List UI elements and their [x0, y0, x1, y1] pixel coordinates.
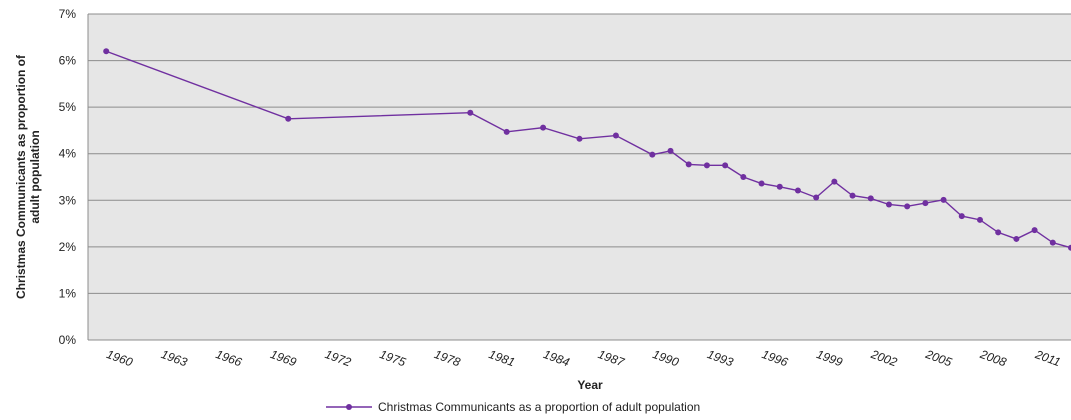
y-axis-title-line: Christmas Communicants as proportion of — [14, 54, 28, 299]
data-point — [976, 216, 983, 223]
data-point — [958, 213, 965, 220]
data-point — [813, 194, 820, 201]
x-axis-title: Year — [577, 378, 603, 392]
x-tick-label: 1999 — [815, 347, 845, 369]
data-point — [540, 124, 547, 131]
x-tick-label: 2011 — [1032, 347, 1062, 369]
x-tick-label: 1993 — [705, 347, 735, 369]
data-point — [849, 192, 856, 199]
x-tick-label: 1960 — [105, 347, 135, 369]
y-tick-label: 5% — [59, 100, 77, 114]
y-axis-title-line: adult population — [28, 130, 42, 223]
data-point — [103, 48, 110, 55]
x-tick-label: 1963 — [159, 347, 189, 369]
x-tick-label: 1996 — [760, 347, 790, 369]
x-tick-label: 2008 — [977, 347, 1008, 370]
data-point — [285, 115, 292, 122]
y-tick-label: 2% — [59, 240, 77, 254]
data-point — [503, 128, 510, 135]
y-tick-label: 3% — [59, 193, 77, 207]
data-point — [776, 183, 783, 190]
x-tick-label: 1969 — [268, 347, 298, 369]
data-point — [649, 151, 656, 158]
legend-marker-swatch — [346, 404, 352, 410]
x-tick-label: 1987 — [596, 347, 627, 370]
y-axis-title: Christmas Communicants as proportion ofa… — [14, 54, 42, 299]
y-tick-label: 0% — [59, 333, 77, 347]
series-group — [103, 48, 1071, 251]
data-point — [1049, 239, 1056, 246]
data-point — [703, 162, 710, 169]
data-point — [1068, 244, 1071, 251]
data-point — [940, 196, 947, 203]
data-point — [685, 161, 692, 168]
x-tick-label: 1984 — [542, 347, 572, 369]
x-tick-label: 2005 — [923, 347, 954, 370]
x-tick-label: 1981 — [487, 347, 517, 369]
data-point — [904, 203, 911, 210]
y-tick-label: 4% — [59, 147, 77, 161]
data-point — [667, 147, 674, 154]
data-point — [922, 200, 929, 207]
x-tick-label: 1990 — [651, 347, 681, 369]
gridlines — [87, 13, 1071, 341]
data-point — [758, 180, 765, 187]
plot-area — [88, 14, 1071, 340]
data-point — [831, 178, 838, 185]
data-point — [1013, 235, 1020, 242]
data-point — [740, 174, 747, 180]
data-point — [794, 187, 801, 194]
data-point — [885, 201, 892, 208]
y-tick-label: 7% — [59, 7, 77, 21]
x-tick-label: 2002 — [868, 347, 899, 370]
x-tick-label: 1978 — [432, 347, 462, 369]
legend: Christmas Communicants as a proportion o… — [326, 400, 700, 414]
legend-label: Christmas Communicants as a proportion o… — [378, 400, 700, 414]
data-point — [612, 132, 619, 139]
x-axis-ticks: 1960 1963 1966 1969 1972 1975 1978 1981 1984 1987… — [105, 347, 1063, 370]
data-point — [467, 109, 474, 116]
data-point — [722, 162, 729, 169]
y-axis-ticks: 0% 1% 2% 3% 4% 5% 6% 7% — [59, 7, 77, 347]
x-tick-label: 1966 — [214, 347, 244, 369]
data-point — [995, 229, 1002, 236]
y-tick-label: 6% — [59, 54, 77, 68]
data-point — [867, 195, 874, 202]
y-tick-label: 1% — [59, 286, 77, 300]
data-point — [1031, 227, 1038, 234]
x-tick-label: 1975 — [378, 347, 408, 369]
data-point — [576, 135, 583, 142]
x-tick-label: 1972 — [323, 347, 353, 369]
